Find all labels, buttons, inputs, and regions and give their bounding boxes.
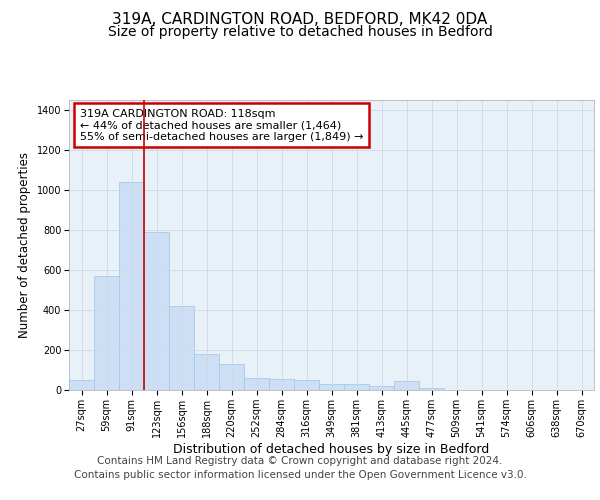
- Bar: [394, 381, 419, 390]
- Y-axis label: Number of detached properties: Number of detached properties: [18, 152, 31, 338]
- Text: 319A CARDINGTON ROAD: 118sqm
← 44% of detached houses are smaller (1,464)
55% of: 319A CARDINGTON ROAD: 118sqm ← 44% of de…: [79, 108, 363, 142]
- Text: Contains HM Land Registry data © Crown copyright and database right 2024.: Contains HM Land Registry data © Crown c…: [97, 456, 503, 466]
- Bar: [194, 354, 219, 390]
- Bar: [119, 182, 144, 390]
- Bar: [94, 276, 119, 390]
- Bar: [369, 386, 394, 390]
- Bar: [294, 380, 319, 390]
- X-axis label: Distribution of detached houses by size in Bedford: Distribution of detached houses by size …: [173, 442, 490, 456]
- Bar: [144, 232, 169, 390]
- Bar: [319, 384, 344, 390]
- Text: Size of property relative to detached houses in Bedford: Size of property relative to detached ho…: [107, 25, 493, 39]
- Bar: [244, 378, 269, 390]
- Bar: [419, 388, 444, 390]
- Text: Contains public sector information licensed under the Open Government Licence v3: Contains public sector information licen…: [74, 470, 526, 480]
- Bar: [219, 364, 244, 390]
- Bar: [269, 379, 294, 390]
- Bar: [344, 384, 369, 390]
- Bar: [69, 380, 94, 390]
- Bar: [169, 306, 194, 390]
- Text: 319A, CARDINGTON ROAD, BEDFORD, MK42 0DA: 319A, CARDINGTON ROAD, BEDFORD, MK42 0DA: [112, 12, 488, 28]
